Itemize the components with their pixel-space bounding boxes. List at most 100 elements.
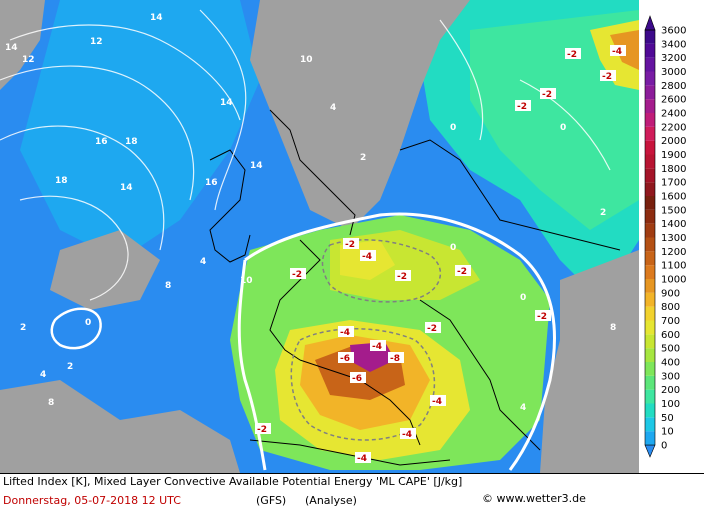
li-label: 14	[120, 183, 133, 193]
legend-color-bar	[645, 182, 655, 196]
legend-level-label: 1800	[661, 164, 686, 175]
li-label: 4	[520, 403, 526, 413]
legend-level-label: 700	[661, 316, 680, 327]
legend-level-label: 1100	[661, 261, 686, 272]
li-labels: 14 12 14 12 16 18 18 14 16 14 14 0 2 2 4…	[5, 13, 616, 413]
li-label: 0	[450, 243, 456, 253]
legend-level-label: 400	[661, 358, 680, 369]
legend-level-label: 3600	[661, 26, 686, 37]
caption-model: (GFS)	[256, 494, 287, 507]
li-negative-label: -2	[395, 270, 411, 282]
li-contours	[0, 9, 611, 301]
li-label: 2	[360, 153, 366, 163]
li-negative-label: -2	[535, 310, 551, 322]
legend-color-bar	[645, 265, 655, 279]
legend-level-label: 100	[661, 399, 680, 410]
li-label: 0	[450, 123, 456, 133]
map-caption: Lifted Index [K], Mixed Layer Convective…	[0, 473, 704, 514]
li-negative-label: -4	[610, 45, 626, 57]
li-contour-atlantic-ring	[50, 307, 102, 350]
li-label: 14	[250, 161, 263, 171]
legend-color-bar	[645, 348, 655, 362]
li-negative-label: -8	[388, 352, 404, 364]
legend-color-bar	[645, 140, 655, 155]
legend-level-label: 1600	[661, 192, 686, 203]
li-label: 8	[610, 323, 616, 333]
li-label: 18	[125, 137, 138, 147]
legend-level-label: 10	[661, 427, 674, 438]
legend-color-bar	[645, 403, 655, 418]
legend-color-bar	[645, 30, 655, 44]
legend-color-bar	[645, 85, 655, 100]
li-label: 16	[205, 178, 218, 188]
li-negative-label: -2	[425, 322, 441, 334]
legend-level-label: 2800	[661, 81, 686, 92]
legend-color-bar	[645, 251, 655, 266]
coastlines	[209, 109, 621, 466]
li-label: 0	[520, 293, 526, 303]
li-negative-label: -2	[565, 48, 581, 60]
legend-level-label: 2600	[661, 95, 686, 106]
legend-level-label: 1700	[661, 178, 686, 189]
svg-text:-8: -8	[390, 354, 400, 364]
svg-text:-2: -2	[257, 425, 267, 435]
li-label: 0	[85, 318, 91, 328]
li-label: 14	[5, 43, 18, 53]
li-label: 2	[600, 208, 606, 218]
svg-text:-2: -2	[397, 272, 407, 282]
svg-text:-6: -6	[340, 354, 350, 364]
li-label: 14	[220, 98, 233, 108]
svg-text:-4: -4	[357, 454, 367, 464]
caption-copyright: © www.wetter3.de	[482, 492, 586, 505]
legend-level-label: 600	[661, 330, 680, 341]
li-label: 10	[240, 276, 253, 286]
legend-level-label: 300	[661, 371, 680, 382]
legend-color-bar	[645, 237, 655, 252]
legend-level-label: 2400	[661, 109, 686, 120]
li-negative-label: -4	[338, 326, 354, 338]
svg-text:-4: -4	[362, 252, 372, 262]
legend-level-label: 3000	[661, 67, 686, 78]
li-label: 4	[40, 370, 46, 380]
legend-level-label: 200	[661, 385, 680, 396]
legend-level-label: 800	[661, 302, 680, 313]
legend-level-label: 3400	[661, 39, 686, 50]
li-negative-contour-italy	[290, 328, 436, 441]
li-label: 0	[560, 123, 566, 133]
legend-frame	[644, 29, 656, 446]
legend-level-label: 3200	[661, 53, 686, 64]
cape-low-zone	[20, 0, 260, 260]
legend-level-label: 500	[661, 344, 680, 355]
legend-color-bar	[645, 292, 655, 307]
li-label: 8	[48, 398, 54, 408]
li-negative-label: -4	[400, 428, 416, 440]
legend-color-bar	[645, 334, 655, 349]
li-negative-label: -2	[600, 70, 616, 82]
legend-color-bar	[645, 223, 655, 238]
caption-title: Lifted Index [K], Mixed Layer Convective…	[3, 475, 463, 488]
caption-run: (Analyse)	[305, 494, 357, 507]
li-label: 10	[300, 55, 313, 65]
svg-text:-2: -2	[567, 50, 577, 60]
legend-color-bar	[645, 279, 655, 293]
legend-level-label: 1400	[661, 219, 686, 230]
legend-color-bar	[645, 362, 655, 376]
li-negative-label: -6	[338, 352, 354, 364]
land-grey-east	[540, 250, 639, 473]
svg-text:-2: -2	[292, 270, 302, 280]
svg-text:-4: -4	[402, 430, 412, 440]
svg-text:-2: -2	[537, 312, 547, 322]
legend-level-label: 1000	[661, 275, 686, 286]
li-negative-label: -4	[360, 250, 376, 262]
legend-level-label: 1900	[661, 150, 686, 161]
legend-color-bar	[645, 209, 655, 224]
legend-color-bar	[645, 99, 655, 113]
legend-color-bar	[645, 389, 655, 404]
legend-color-bar	[645, 417, 655, 432]
li-negative-label: -2	[290, 268, 306, 280]
li-negative-label: -4	[355, 452, 371, 464]
li-label: 8	[165, 281, 171, 291]
legend-level-label: 50	[661, 413, 674, 424]
li-negative-label: -2	[540, 88, 556, 100]
land-grey-scandinavia	[250, 0, 470, 230]
